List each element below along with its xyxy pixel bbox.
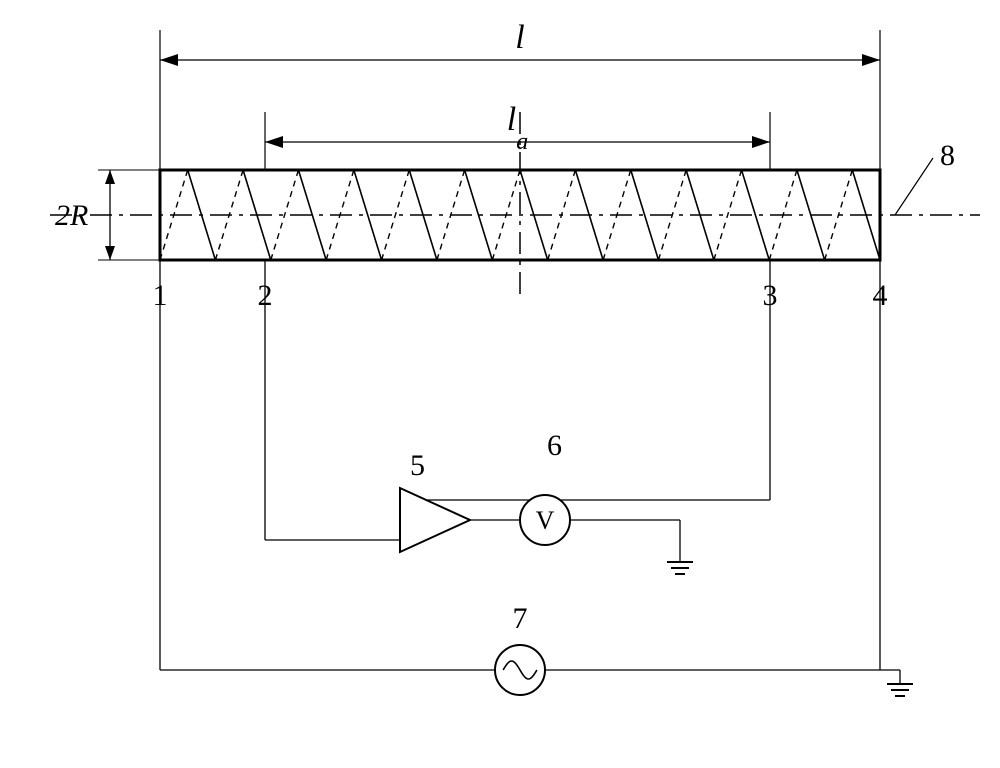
ground-source-icon <box>887 670 913 696</box>
voltmeter-letter: V <box>536 506 555 535</box>
label-6: 6 <box>547 429 562 462</box>
dim-l-label: l <box>515 19 524 56</box>
label-8: 8 <box>940 139 955 172</box>
dim-2R-label: 2R <box>55 199 88 232</box>
label-7: 7 <box>513 602 528 635</box>
label-5: 5 <box>410 449 425 482</box>
ground-voltmeter-icon <box>667 548 693 574</box>
diff-amplifier-icon <box>400 488 470 552</box>
circuit-wires <box>160 260 900 670</box>
dim-la-label: la <box>507 101 528 155</box>
